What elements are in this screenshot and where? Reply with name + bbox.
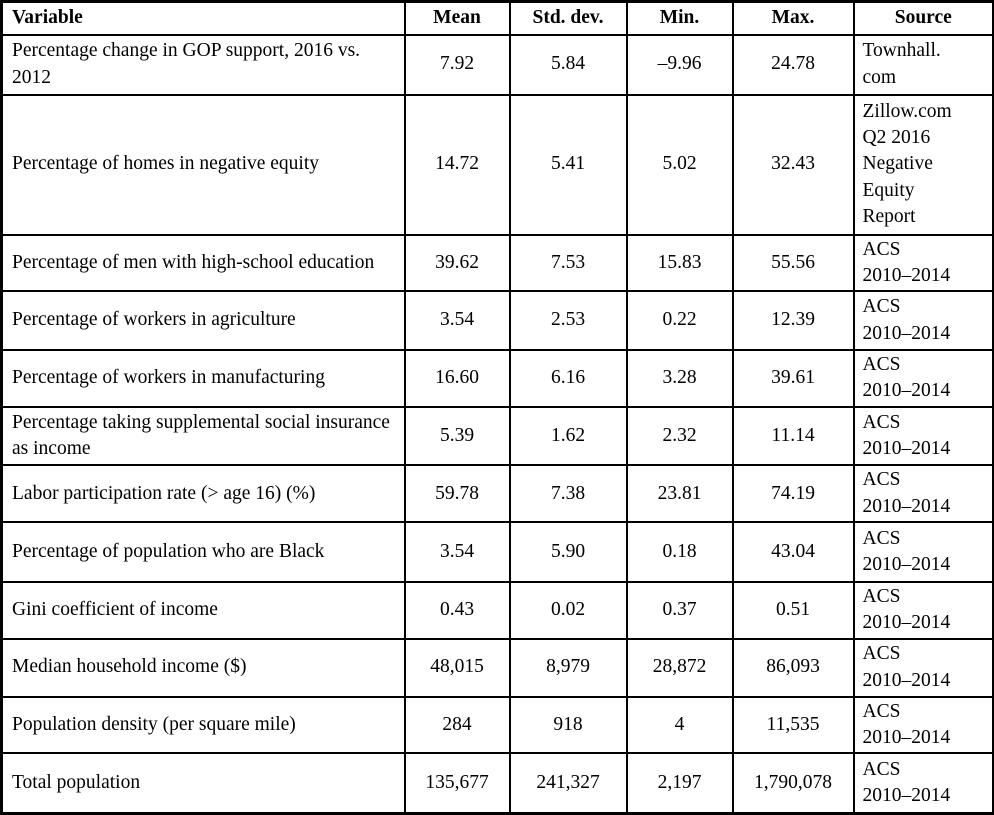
table-row: Percentage taking supplemental social in… xyxy=(0,405,994,467)
cell-source: ACS 2010–2014 xyxy=(852,637,994,698)
cell-variable: Percentage of workers in agriculture xyxy=(0,290,406,352)
cell-min: 2,197 xyxy=(625,752,734,815)
cell-mean: 14.72 xyxy=(403,93,511,236)
table-row: Percentage change in GOP support, 2016 v… xyxy=(0,33,994,96)
cell-std-dev: 5.84 xyxy=(508,33,628,96)
cell-min: 0.37 xyxy=(625,581,734,640)
cell-min: 15.83 xyxy=(625,233,734,293)
cell-source: ACS 2010–2014 xyxy=(852,349,994,408)
cell-variable: Percentage change in GOP support, 2016 v… xyxy=(0,33,406,96)
cell-variable: Percentage taking supplemental social in… xyxy=(0,405,406,467)
cell-variable: Percentage of workers in manufacturing xyxy=(0,349,406,408)
cell-mean: 3.54 xyxy=(403,290,511,352)
cell-std-dev: 1.62 xyxy=(508,405,628,467)
cell-min: 23.81 xyxy=(625,464,734,523)
cell-max: 39.61 xyxy=(731,349,855,408)
cell-std-dev: 7.38 xyxy=(508,464,628,523)
cell-min: 0.22 xyxy=(625,290,734,352)
cell-min: 0.18 xyxy=(625,521,734,583)
column-header-std-dev: Std. dev. xyxy=(508,0,628,36)
cell-min: –9.96 xyxy=(625,33,734,96)
cell-variable: Labor participation rate (> age 16) (%) xyxy=(0,464,406,523)
cell-std-dev: 5.41 xyxy=(508,93,628,236)
table-row: Percentage of homes in negative equity 1… xyxy=(0,93,994,236)
cell-max: 11,535 xyxy=(731,695,855,755)
column-header-mean: Mean xyxy=(403,0,511,36)
table-row: Percentage of workers in manufacturing 1… xyxy=(0,349,994,408)
cell-std-dev: 6.16 xyxy=(508,349,628,408)
cell-variable: Gini coefficient of income xyxy=(0,581,406,640)
table-row: Total population 135,677 241,327 2,197 1… xyxy=(0,752,994,815)
cell-std-dev: 7.53 xyxy=(508,233,628,293)
column-header-min: Min. xyxy=(625,0,734,36)
cell-variable: Population density (per square mile) xyxy=(0,695,406,755)
cell-min: 3.28 xyxy=(625,349,734,408)
cell-source: ACS 2010–2014 xyxy=(852,464,994,523)
table-row: Percentage of men with high-school educa… xyxy=(0,233,994,293)
cell-variable: Percentage of homes in negative equity xyxy=(0,93,406,236)
table-row: Population density (per square mile) 284… xyxy=(0,695,994,755)
cell-max: 86,093 xyxy=(731,637,855,698)
cell-min: 28,872 xyxy=(625,637,734,698)
cell-max: 12.39 xyxy=(731,290,855,352)
table-row: Labor participation rate (> age 16) (%) … xyxy=(0,464,994,523)
cell-max: 55.56 xyxy=(731,233,855,293)
cell-min: 2.32 xyxy=(625,405,734,467)
cell-min: 4 xyxy=(625,695,734,755)
cell-mean: 5.39 xyxy=(403,405,511,467)
cell-mean: 135,677 xyxy=(403,752,511,815)
cell-source: ACS 2010–2014 xyxy=(852,695,994,755)
cell-std-dev: 8,979 xyxy=(508,637,628,698)
cell-mean: 39.62 xyxy=(403,233,511,293)
cell-variable: Median household income ($) xyxy=(0,637,406,698)
cell-std-dev: 2.53 xyxy=(508,290,628,352)
cell-max: 24.78 xyxy=(731,33,855,96)
cell-source: Zillow.com Q2 2016 Negative Equity Repor… xyxy=(852,93,994,236)
cell-mean: 48,015 xyxy=(403,637,511,698)
table-row: Gini coefficient of income 0.43 0.02 0.3… xyxy=(0,581,994,640)
table-row: Percentage of workers in agriculture 3.5… xyxy=(0,290,994,352)
cell-mean: 0.43 xyxy=(403,581,511,640)
cell-source: ACS 2010–2014 xyxy=(852,290,994,352)
cell-source: ACS 2010–2014 xyxy=(852,581,994,640)
header-row: Variable Mean Std. dev. Min. Max. Source xyxy=(0,0,994,36)
cell-max: 32.43 xyxy=(731,93,855,236)
cell-std-dev: 5.90 xyxy=(508,521,628,583)
cell-max: 0.51 xyxy=(731,581,855,640)
column-header-source: Source xyxy=(852,0,994,36)
cell-min: 5.02 xyxy=(625,93,734,236)
cell-source: ACS 2010–2014 xyxy=(852,521,994,583)
cell-std-dev: 918 xyxy=(508,695,628,755)
table-row: Median household income ($) 48,015 8,979… xyxy=(0,637,994,698)
cell-mean: 59.78 xyxy=(403,464,511,523)
cell-max: 74.19 xyxy=(731,464,855,523)
cell-source: ACS 2010–2014 xyxy=(852,405,994,467)
cell-max: 43.04 xyxy=(731,521,855,583)
cell-std-dev: 241,327 xyxy=(508,752,628,815)
cell-max: 1,790,078 xyxy=(731,752,855,815)
cell-source: ACS 2010–2014 xyxy=(852,233,994,293)
cell-mean: 284 xyxy=(403,695,511,755)
cell-mean: 16.60 xyxy=(403,349,511,408)
cell-max: 11.14 xyxy=(731,405,855,467)
cell-variable: Percentage of population who are Black xyxy=(0,521,406,583)
table-row: Percentage of population who are Black 3… xyxy=(0,521,994,583)
cell-mean: 3.54 xyxy=(403,521,511,583)
cell-source: ACS 2010–2014 xyxy=(852,752,994,815)
column-header-variable: Variable xyxy=(0,0,406,36)
column-header-max: Max. xyxy=(731,0,855,36)
cell-variable: Percentage of men with high-school educa… xyxy=(0,233,406,293)
cell-mean: 7.92 xyxy=(403,33,511,96)
cell-std-dev: 0.02 xyxy=(508,581,628,640)
cell-source: Townhall. com xyxy=(852,33,994,96)
cell-variable: Total population xyxy=(0,752,406,815)
